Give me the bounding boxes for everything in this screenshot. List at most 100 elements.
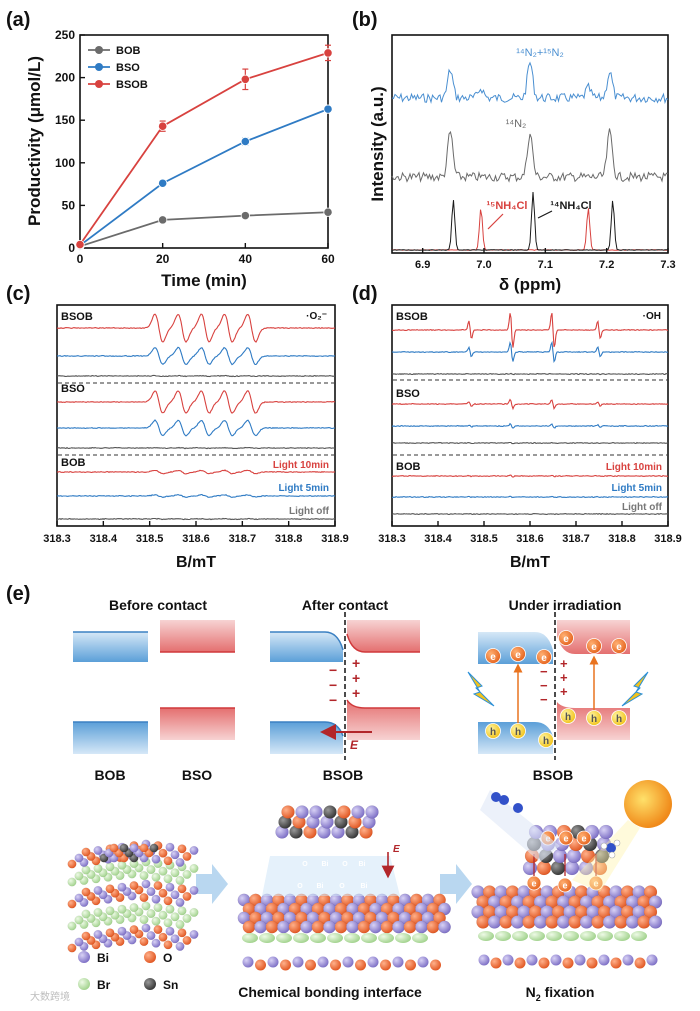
fixation-top-atom	[522, 860, 538, 876]
b-xtick-label: 6.9	[415, 259, 430, 271]
layer-bi-o-atom	[189, 929, 199, 939]
fixation-bottom-atom	[538, 957, 550, 969]
legend-br-swatch	[78, 978, 90, 990]
after-charge-plus-2: +	[352, 670, 360, 686]
fixation-electron-label: e	[563, 834, 568, 844]
legend-o-label: O	[163, 951, 172, 965]
panel-b-xlabel: δ (ppm)	[499, 275, 561, 294]
fixation-substrate-atom	[499, 915, 513, 929]
c-traces-xtick-label: 318.6	[182, 533, 210, 545]
interface-bottom-atom	[417, 956, 429, 968]
interface-bottom-atom	[317, 956, 329, 968]
layer-bi-o-atom	[117, 882, 127, 892]
fixation-electron-icon	[557, 877, 573, 893]
n2-molecule-atom-3	[513, 803, 523, 813]
interface-bottom-atom	[255, 959, 266, 971]
electron-icon	[510, 646, 526, 662]
d-traces-xtick-label: 318.5	[470, 533, 498, 545]
panel-label-c: (c)	[6, 283, 30, 305]
interface-bottom-atom	[280, 959, 291, 971]
interface-substrate-atom	[254, 920, 267, 934]
d-traces-xtick-label: 318.8	[608, 533, 636, 545]
fixation-substrate-atom	[602, 915, 617, 929]
nh3-molecule-h1	[600, 842, 608, 850]
fixation-top-atom	[536, 860, 552, 876]
c-traces-trace-bsob-0	[56, 313, 336, 344]
fixation-br-atom	[614, 931, 630, 941]
layer-bi-o-atom	[158, 888, 168, 898]
layer-br-atom	[74, 915, 84, 925]
bso-vb-band	[160, 708, 235, 740]
bso-cb-band	[160, 620, 235, 652]
interface-atom-label: O	[342, 861, 348, 868]
process-arrow-1	[196, 864, 228, 904]
fixation-br-atom	[478, 931, 494, 941]
interface-top-atom	[295, 805, 309, 819]
after-bob-cb-edge	[270, 631, 344, 651]
a-xtick-label: 20	[156, 252, 170, 266]
layer-br-atom	[81, 909, 91, 919]
electron-label: e	[515, 650, 521, 661]
interface-br-atom	[395, 933, 411, 943]
layer-bi-o-atom	[81, 887, 91, 897]
layer-br-atom	[93, 907, 103, 917]
panel-d-cond-5: Light 5min	[611, 483, 662, 494]
panel-b-label-15nh4cl: ¹⁵NH₄Cl	[487, 200, 528, 212]
panel-c-cond-5: Light 5min	[278, 483, 329, 494]
fixation-substrate-atom	[510, 915, 525, 929]
legend-bi-swatch	[78, 951, 90, 963]
layer-br-atom	[170, 868, 180, 878]
fixation-bottom-atom	[562, 957, 574, 969]
after-bso-vb-edge	[346, 699, 420, 709]
b-xtick-label: 7.1	[538, 259, 553, 271]
fixation-substrate-atom	[522, 915, 536, 929]
fixation-bottom-atom	[514, 957, 526, 969]
interface-br-atom	[259, 933, 275, 943]
fixation-br-atom	[597, 931, 613, 941]
panel-b-label-14nh4cl: ¹⁴NH₄Cl	[550, 200, 591, 212]
fixation-bottom-atom	[502, 954, 514, 966]
layer-br-atom	[158, 910, 168, 920]
fixation-bottom-atom	[610, 957, 622, 969]
a-ytick-label: 50	[62, 198, 76, 212]
interface-substrate-atom	[311, 920, 325, 934]
panel-d-chart: 318.3 318.4 318.5 318.6 318.7 318.8 318.9 B/mT…	[378, 304, 682, 571]
layer-bi-o-atom	[146, 887, 156, 897]
interface-bottom-atom	[342, 956, 354, 968]
c-traces-trace-bso-2	[56, 446, 336, 450]
layer-bi-o-atom	[175, 857, 185, 867]
a-point-bsob	[240, 74, 250, 84]
layer-bi-o-atom	[158, 932, 168, 942]
interface-substrate-atom	[265, 920, 279, 934]
layer-br-atom	[141, 901, 151, 911]
caption-n2-rest: fixation	[541, 984, 595, 1000]
electron-label: e	[591, 642, 597, 653]
fixation-bottom-atom	[646, 954, 658, 966]
electron-icon	[611, 638, 627, 654]
irr-charge-minus-2: −	[540, 678, 548, 693]
electron-label: e	[541, 653, 547, 664]
a-point-bob	[240, 211, 250, 221]
layer-bi-o-atom	[74, 937, 84, 947]
d-traces-trace-bso-2	[391, 441, 669, 445]
a-legend-marker-bsob	[95, 80, 103, 88]
layer-br-atom	[67, 877, 77, 887]
after-bso-cb-edge	[346, 633, 420, 653]
layer-br-atom	[177, 906, 187, 916]
a-point-bsob	[75, 239, 85, 250]
layer-bi-o-atom	[182, 935, 192, 945]
interface-substrate-atom	[242, 920, 256, 934]
layer-bi-o-atom	[151, 854, 161, 864]
layer-bi-o-atom	[141, 879, 151, 889]
sun-icon	[624, 780, 672, 828]
panel-b-chart: 6.9 7.0 7.1 7.2 7.3 δ (ppm) Intensity (a.u.)…	[368, 34, 676, 294]
panel-d-cond-10: Light 10min	[606, 462, 662, 473]
layer-br-atom	[93, 863, 103, 873]
electron-label: e	[616, 642, 622, 653]
interface-substrate-atom	[380, 920, 394, 934]
interface-bottom-atom	[355, 959, 366, 971]
layer-br-atom	[139, 871, 149, 881]
top-bso-atom	[139, 843, 149, 853]
legend-br-label: Br	[97, 978, 111, 992]
layer-br-atom	[175, 919, 185, 929]
